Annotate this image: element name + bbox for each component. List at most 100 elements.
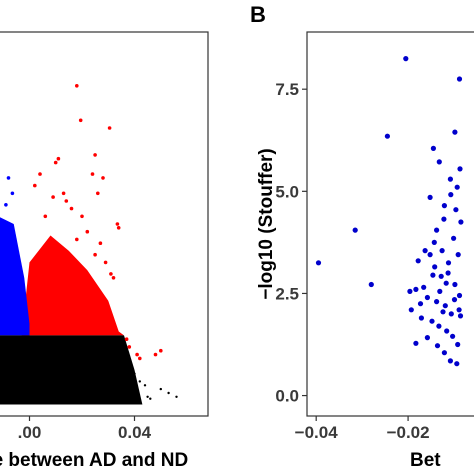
data-point <box>448 311 454 317</box>
data-point <box>64 199 69 203</box>
y-tick-label: 2.5 <box>275 284 299 303</box>
data-point <box>439 248 445 254</box>
data-point <box>149 397 152 400</box>
data-point <box>115 222 120 226</box>
data-point <box>384 133 390 139</box>
x-tick-label: −0.04 <box>295 423 339 442</box>
data-point <box>98 241 103 245</box>
data-point <box>441 216 447 222</box>
y-tick-label: 0.0 <box>275 387 299 406</box>
data-point <box>447 176 453 182</box>
data-point <box>75 84 79 88</box>
data-point <box>458 219 464 225</box>
data-point <box>432 264 438 270</box>
data-point <box>135 352 139 357</box>
data-point <box>415 258 421 264</box>
data-point <box>455 341 461 348</box>
x-tick-label: 0.04 <box>118 423 152 442</box>
panel-b-border <box>306 31 474 417</box>
x-tick-label: .00 <box>18 423 42 442</box>
data-point <box>133 372 136 375</box>
data-point <box>14 260 19 265</box>
panel-a-x-axis-title: ce between AD and ND <box>0 450 188 471</box>
data-point <box>452 129 458 135</box>
data-point <box>421 284 427 290</box>
data-point <box>159 348 163 353</box>
data-point <box>453 207 459 213</box>
data-point <box>352 227 358 233</box>
data-point <box>6 176 11 180</box>
panel-b-x-ticks: −0.04 −0.02 <box>295 416 430 442</box>
data-point <box>5 276 9 280</box>
panel-a-border <box>0 31 209 417</box>
data-point <box>22 295 27 299</box>
data-point <box>315 260 322 266</box>
data-point <box>101 176 105 180</box>
data-point <box>424 335 430 341</box>
panel-a-points <box>4 84 178 400</box>
data-point <box>408 307 414 313</box>
data-point <box>127 345 132 349</box>
data-point <box>17 268 21 272</box>
panel-b-y-ticks: 0.0 2.5 5.0 7.5 <box>275 80 307 406</box>
data-point <box>13 283 17 288</box>
panel-a-red-cloud <box>21 235 124 336</box>
data-point <box>457 313 464 319</box>
data-point <box>138 356 142 361</box>
data-point <box>69 206 74 211</box>
data-point <box>418 315 424 321</box>
panel-b-points <box>315 56 464 367</box>
panel-b: B 0.0 2.5 5.0 7.5 −0.04 −0.02 −log10 (Stouff… <box>250 2 474 471</box>
data-point <box>424 294 430 301</box>
data-point <box>413 286 419 292</box>
data-point <box>80 214 84 219</box>
data-point <box>403 56 409 62</box>
data-point <box>434 227 440 233</box>
data-point <box>43 214 48 219</box>
y-tick-label: 7.5 <box>275 80 299 99</box>
data-point <box>138 380 141 383</box>
data-point <box>456 76 463 82</box>
data-point <box>53 160 58 165</box>
data-point <box>434 299 440 305</box>
panel-b-letter: B <box>250 2 266 27</box>
data-point <box>407 288 413 294</box>
panel-a-black-band <box>0 335 143 405</box>
data-point <box>454 184 460 190</box>
data-point <box>413 340 419 346</box>
data-point <box>167 391 170 395</box>
data-point <box>93 153 97 157</box>
data-point <box>445 260 452 266</box>
panel-b-x-axis-title: Bet <box>410 450 441 471</box>
data-point <box>427 194 433 200</box>
x-tick-label: −0.02 <box>387 423 430 442</box>
data-point <box>422 248 428 254</box>
panel-a-x-ticks: .00 0.04 <box>18 416 152 442</box>
data-point <box>146 395 149 398</box>
data-point <box>436 323 442 329</box>
data-point <box>109 272 113 276</box>
data-point <box>107 126 112 130</box>
data-point <box>454 361 460 367</box>
data-point <box>443 280 449 286</box>
panel-a: .00 0.04 ce between AD and ND <box>0 31 209 471</box>
data-point <box>445 270 451 276</box>
data-point <box>430 272 436 278</box>
data-point <box>440 309 446 315</box>
data-point <box>441 203 447 209</box>
data-point <box>124 337 129 342</box>
panel-a-density-bands <box>0 217 143 405</box>
data-point <box>447 358 453 364</box>
data-point <box>442 303 448 309</box>
data-point <box>51 195 55 199</box>
data-point <box>456 292 463 299</box>
data-point <box>457 166 463 172</box>
data-point <box>368 281 374 288</box>
data-point <box>116 226 121 230</box>
data-point <box>444 328 450 334</box>
data-point <box>33 183 37 188</box>
data-point <box>103 260 108 265</box>
data-point <box>159 387 162 391</box>
data-point <box>429 318 435 324</box>
